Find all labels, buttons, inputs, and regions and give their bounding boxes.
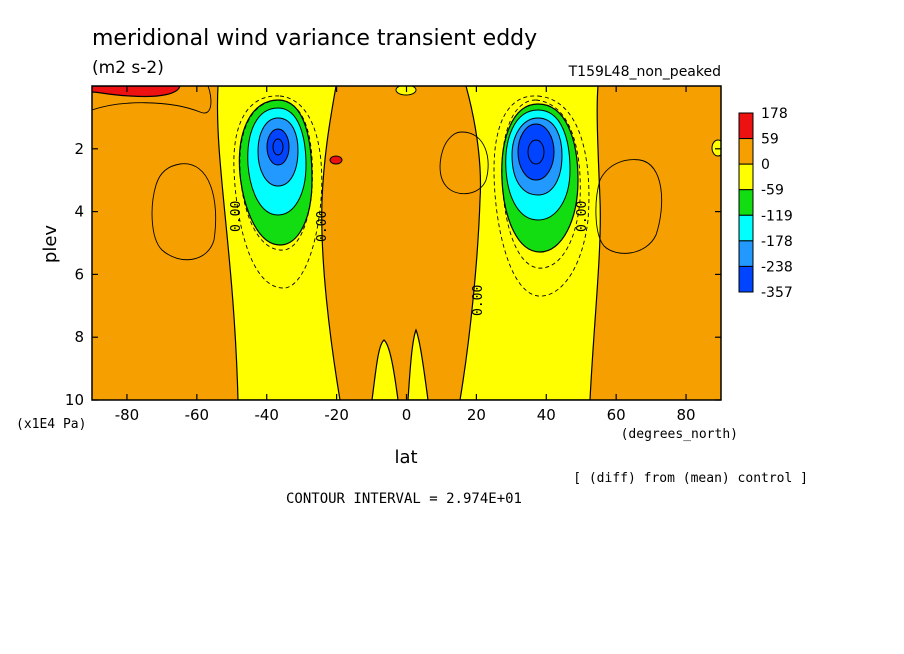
x-tick-label: 0	[402, 406, 412, 424]
x-tick-label: 40	[537, 406, 556, 424]
colorbar-swatch	[738, 265, 754, 293]
x-axis-units: (degrees_north)	[621, 427, 738, 442]
colorbar-swatch	[738, 240, 754, 267]
colorbar: 178 59 0 -59 -119 -178 -238 -357	[738, 106, 793, 301]
x-tick-label: -80	[115, 406, 140, 424]
x-tick-label: 60	[607, 406, 626, 424]
positive-contours	[92, 86, 663, 261]
field-background	[92, 86, 721, 400]
colorbar-swatch	[738, 189, 754, 216]
chart-units: (m2 s-2)	[92, 58, 164, 78]
x-tick-label: 80	[677, 406, 696, 424]
colorbar-swatch	[738, 163, 754, 191]
y-tick-label: 10	[65, 391, 84, 409]
x-tick-label: -20	[324, 406, 349, 424]
sh-subtropical-maximum	[329, 155, 343, 165]
y-tick-label: 4	[74, 203, 84, 221]
y-axis-units: (x1E4 Pa)	[16, 417, 86, 432]
y-tick-label: 2	[74, 140, 84, 158]
colorbar-label: -59	[761, 183, 784, 199]
diff-note: [ (diff) from (mean) control ]	[573, 471, 808, 486]
chart-title: meridional wind variance transient eddy	[92, 26, 537, 51]
sh-high-lat-maximum	[92, 86, 181, 98]
y-axis: 2 4 6 8 10	[65, 140, 721, 409]
y-axis-label: plev	[40, 225, 61, 264]
equatorial-negative-band-2	[407, 328, 429, 400]
y-tick-label: 6	[74, 265, 84, 283]
x-axis: -80 -60 -40 -20 0 20 40 60 80	[115, 86, 696, 424]
contour-label-sh-inner: 0.00	[315, 211, 330, 242]
contour-label-sh-outer: 0.00	[229, 201, 244, 232]
colorbar-label: 59	[761, 132, 779, 148]
contour-label-nh-inner: 0.00	[471, 285, 486, 316]
contour-label-nh-outer: 0.00	[575, 201, 590, 232]
sh-jet-minimum	[238, 99, 313, 246]
x-tick-label: 20	[467, 406, 486, 424]
y-tick-label: 8	[74, 328, 84, 346]
run-label: T159L48_non_peaked	[568, 64, 721, 80]
x-tick-label: -60	[185, 406, 210, 424]
x-axis-label: lat	[394, 447, 417, 468]
equatorial-negative-band	[371, 339, 399, 400]
colorbar-label: 0	[761, 157, 770, 173]
colorbar-label: -178	[761, 234, 793, 250]
colorbar-label: -119	[761, 208, 793, 224]
x-tick-label: -40	[254, 406, 279, 424]
contour-interval: CONTOUR INTERVAL = 2.974E+01	[286, 491, 522, 507]
colorbar-label: 178	[761, 106, 788, 122]
colorbar-label: -357	[761, 285, 793, 301]
contour-field	[92, 86, 721, 400]
colorbar-label: -238	[761, 259, 793, 275]
negative-contours	[233, 95, 590, 297]
colorbar-swatch	[738, 214, 754, 242]
nh-jet-minimum	[501, 103, 579, 253]
contour-labels: 0.00 0.00 0.00 0.00	[229, 201, 590, 316]
colorbar-swatch	[738, 138, 754, 165]
colorbar-swatch	[738, 112, 754, 140]
